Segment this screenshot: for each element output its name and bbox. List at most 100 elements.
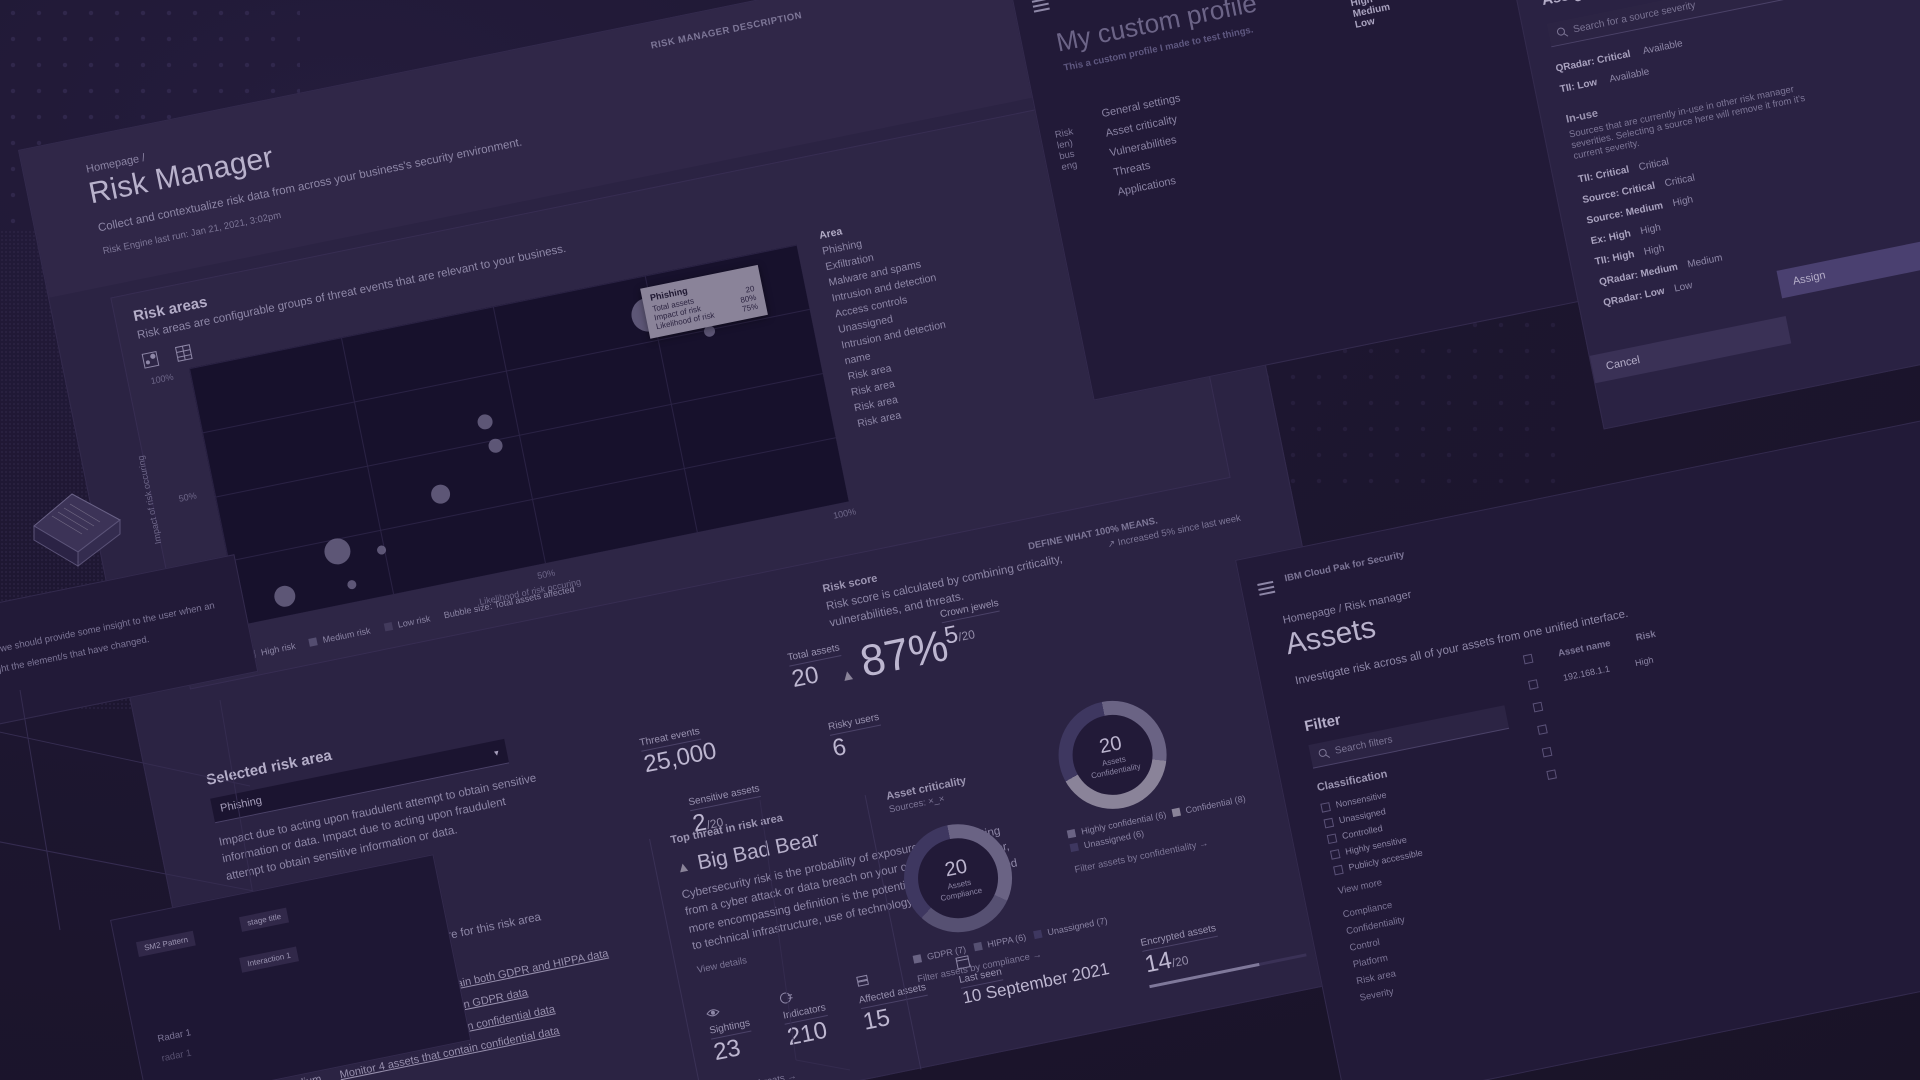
arrow-right-icon: → <box>1031 949 1043 962</box>
custom-profile-tabs: General settings Asset criticality Vulne… <box>1100 88 1198 202</box>
trend-arrow-icon: ↗ <box>1106 538 1117 551</box>
legend-label: Unassigned (7) <box>1046 915 1109 938</box>
checkbox[interactable] <box>1329 848 1341 860</box>
encrypted-assets: Encrypted assets 14/20 <box>1139 901 1307 989</box>
metric-number: 14 <box>1142 946 1175 979</box>
metric-risky-users: Risky users 6 <box>826 707 886 763</box>
menu-icon[interactable] <box>1257 578 1276 599</box>
metric-total-assets: Total assets 20 <box>786 637 847 694</box>
row-checkbox[interactable] <box>1541 746 1553 758</box>
assets-filter-panel: Filter Search filters Classification Non… <box>1303 679 1558 1007</box>
connector-line-graphic <box>700 800 860 1080</box>
side-note: eng <box>1060 159 1079 174</box>
select-all-checkbox[interactable] <box>1522 653 1534 665</box>
metric-denominator: /20 <box>956 627 977 645</box>
chip-label: Interaction 1 <box>246 950 292 969</box>
chip-label: SM2 Pattern <box>143 934 189 953</box>
chevron-down-icon: ▾ <box>493 746 500 758</box>
legend-item-low: Low risk <box>383 613 431 632</box>
donut-compliance[interactable]: 20 Assets Compliance <box>894 814 1022 942</box>
row-checkbox[interactable] <box>1537 724 1548 735</box>
sightings-icon <box>706 1009 720 1017</box>
risk-manager-description-tag: RISK MANAGER DESCRIPTION <box>649 10 804 52</box>
tooltip-row-value: 75% <box>741 301 759 314</box>
legend-swatch <box>1066 828 1077 839</box>
x-axis-mid-label: 50% <box>536 567 557 581</box>
custom-profile-side-notes: Risk len) bus eng <box>1054 126 1081 173</box>
legend-swatch <box>912 954 923 964</box>
source-note: High <box>1639 222 1662 238</box>
custom-profile-product: IBM Risk Manager <box>1061 0 1143 3</box>
book-icon <box>33 493 121 568</box>
legend-label: GDPR (7) <box>926 944 967 962</box>
radar-chip-0[interactable]: SM2 Pattern <box>135 930 197 957</box>
area-table: Area Phishing Exfiltration Malware and s… <box>818 207 964 432</box>
severity-search-placeholder: Search for a source severity <box>1572 0 1697 36</box>
asset-name[interactable]: 192.168.1.1 <box>1562 663 1611 683</box>
assets-table-col-name[interactable]: Asset name <box>1557 637 1612 660</box>
severity-search[interactable]: Search for a source severity <box>1546 0 1875 48</box>
source-note: High <box>1671 194 1695 210</box>
top-threat-card: Top threat in risk area ▲ Big Bad Bear C… <box>649 745 1166 1080</box>
legend-item-bubble-size: Bubble size: Total assets affected <box>443 584 576 620</box>
checkbox[interactable] <box>1320 801 1331 813</box>
source-note: Medium <box>1686 252 1724 271</box>
checkbox[interactable] <box>1332 864 1344 875</box>
legend-item-medium: Medium risk <box>308 625 371 647</box>
threat-stat-affected-assets: Affected assets 15 <box>854 963 933 1036</box>
radar-chip-1[interactable]: stage title <box>239 907 290 932</box>
legend-swatch <box>1171 807 1181 818</box>
top-threat-stats: Sightings 23 Indicators 210 Affected ass… <box>705 927 1113 1067</box>
radar-chip-2[interactable]: Interaction 1 <box>239 946 300 973</box>
metric-denominator: /20 <box>1170 953 1190 971</box>
row-checkbox[interactable] <box>1527 678 1539 690</box>
asset-risk: High <box>1634 654 1655 669</box>
source-note: High <box>1643 242 1666 258</box>
threat-stat-indicators: Indicators 210 <box>778 984 833 1052</box>
legend-item: Unassigned (7) <box>1033 915 1109 940</box>
legend-label: Low risk <box>396 613 432 630</box>
legend-swatch <box>972 941 983 952</box>
source-note: Critical <box>1637 156 1670 174</box>
legend-swatch-medium <box>308 637 318 647</box>
filter-search-placeholder: Search filters <box>1334 734 1394 757</box>
filter-search[interactable]: Search filters <box>1308 705 1510 769</box>
row-checkbox[interactable] <box>1532 701 1544 713</box>
assets-icon <box>855 974 869 987</box>
row-checkbox[interactable] <box>1546 769 1557 780</box>
x-axis-end-label: 100% <box>832 506 857 521</box>
table-view-toggle[interactable] <box>174 344 193 363</box>
metric-crown-jewels: Crown jewels 5/20 <box>938 593 1006 651</box>
checkbox[interactable] <box>1323 817 1335 828</box>
assets-table-col-risk[interactable]: Risk <box>1634 628 1657 644</box>
search-icon <box>1318 748 1331 758</box>
severity-mapped: Low <box>1354 16 1376 31</box>
bubble-chart-icon <box>141 350 160 369</box>
legend-label: Bubble size: Total assets affected <box>442 583 576 621</box>
search-icon <box>1556 27 1569 37</box>
threat-stat-last-seen: Last seen 10 September 2021 <box>954 927 1113 1017</box>
legend-label: Medium risk <box>321 625 372 645</box>
y-axis-top-label: 100% <box>149 371 175 387</box>
checkbox[interactable] <box>1326 832 1338 844</box>
chip-label: stage title <box>246 911 282 928</box>
donut-confidentiality-center: 20 Assets Confidentiality <box>1065 707 1160 803</box>
risk-areas-card: Risk areas Risk areas are configurable g… <box>110 85 1231 690</box>
legend-label: High risk <box>260 640 297 658</box>
arrow-right-icon: → <box>1197 837 1210 851</box>
source-note: Critical <box>1663 172 1696 190</box>
donut-caption: Assets Compliance <box>939 877 983 903</box>
legend-swatch-low <box>383 622 393 632</box>
indicators-icon <box>780 992 793 1004</box>
legend-swatch <box>1069 842 1079 853</box>
table-icon <box>174 344 193 362</box>
connector-icon <box>759 800 851 1071</box>
source-note: Low <box>1673 280 1694 295</box>
isometric-book-graphic <box>30 490 160 610</box>
menu-icon[interactable] <box>1031 0 1050 16</box>
source-label: TII: Low <box>1558 77 1599 96</box>
chart-view-toggle[interactable] <box>141 350 160 369</box>
donut-caption: Assets Confidentiality <box>1090 754 1142 781</box>
cancel-button[interactable]: Cancel <box>1589 315 1792 384</box>
